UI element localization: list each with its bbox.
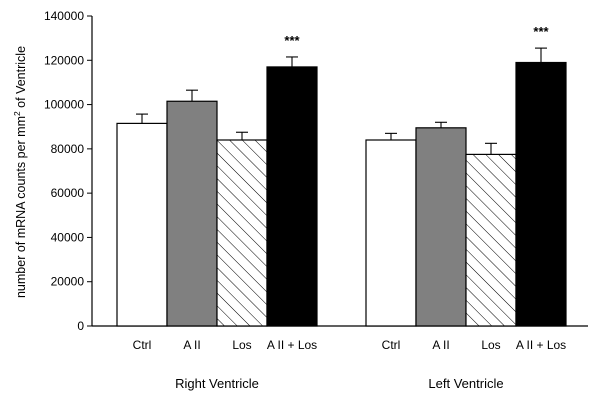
significance-label: ***: [284, 33, 300, 48]
y-tick-label: 0: [77, 319, 84, 333]
x-tick-label: Los: [481, 338, 500, 352]
x-tick-label: Los: [232, 338, 251, 352]
x-tick-label: Ctrl: [382, 338, 401, 352]
bar: [465, 153, 517, 327]
group-label: Left Ventricle: [428, 376, 503, 391]
bar: [415, 127, 467, 327]
x-tick-label: A II + Los: [267, 338, 317, 352]
y-axis-label: number of mRNA counts per mm2 of Ventric…: [12, 46, 28, 298]
y-tick-label: 20000: [51, 275, 85, 289]
bar: [266, 66, 318, 327]
y-axis-label-part1: number of mRNA counts per mm: [14, 116, 28, 298]
y-axis-label-superscript: 2: [12, 111, 22, 116]
y-tick-label: 140000: [44, 9, 84, 23]
x-tick-label: A II: [432, 338, 449, 352]
bar: [365, 139, 417, 327]
group-label: Right Ventricle: [175, 376, 259, 391]
labels-layer: Ctrl A II Los *** A II + Los Right Ventricle C…: [133, 24, 567, 391]
bar: [116, 122, 168, 327]
y-tick-label: 60000: [51, 186, 85, 200]
y-tick-label: 100000: [44, 98, 84, 112]
y-tick-label: 80000: [51, 142, 85, 156]
x-tick-label: A II + Los: [516, 338, 566, 352]
significance-label: ***: [533, 24, 549, 39]
bar: [216, 139, 268, 327]
x-tick-label: Ctrl: [133, 338, 152, 352]
bars-layer: [116, 47, 567, 327]
bar: [515, 61, 567, 327]
y-tick-label: 40000: [51, 230, 85, 244]
y-tick-label: 120000: [44, 53, 84, 67]
y-axis-label-part2: of Ventricle: [14, 46, 28, 111]
bar: [166, 100, 218, 327]
x-tick-label: A II: [183, 338, 200, 352]
